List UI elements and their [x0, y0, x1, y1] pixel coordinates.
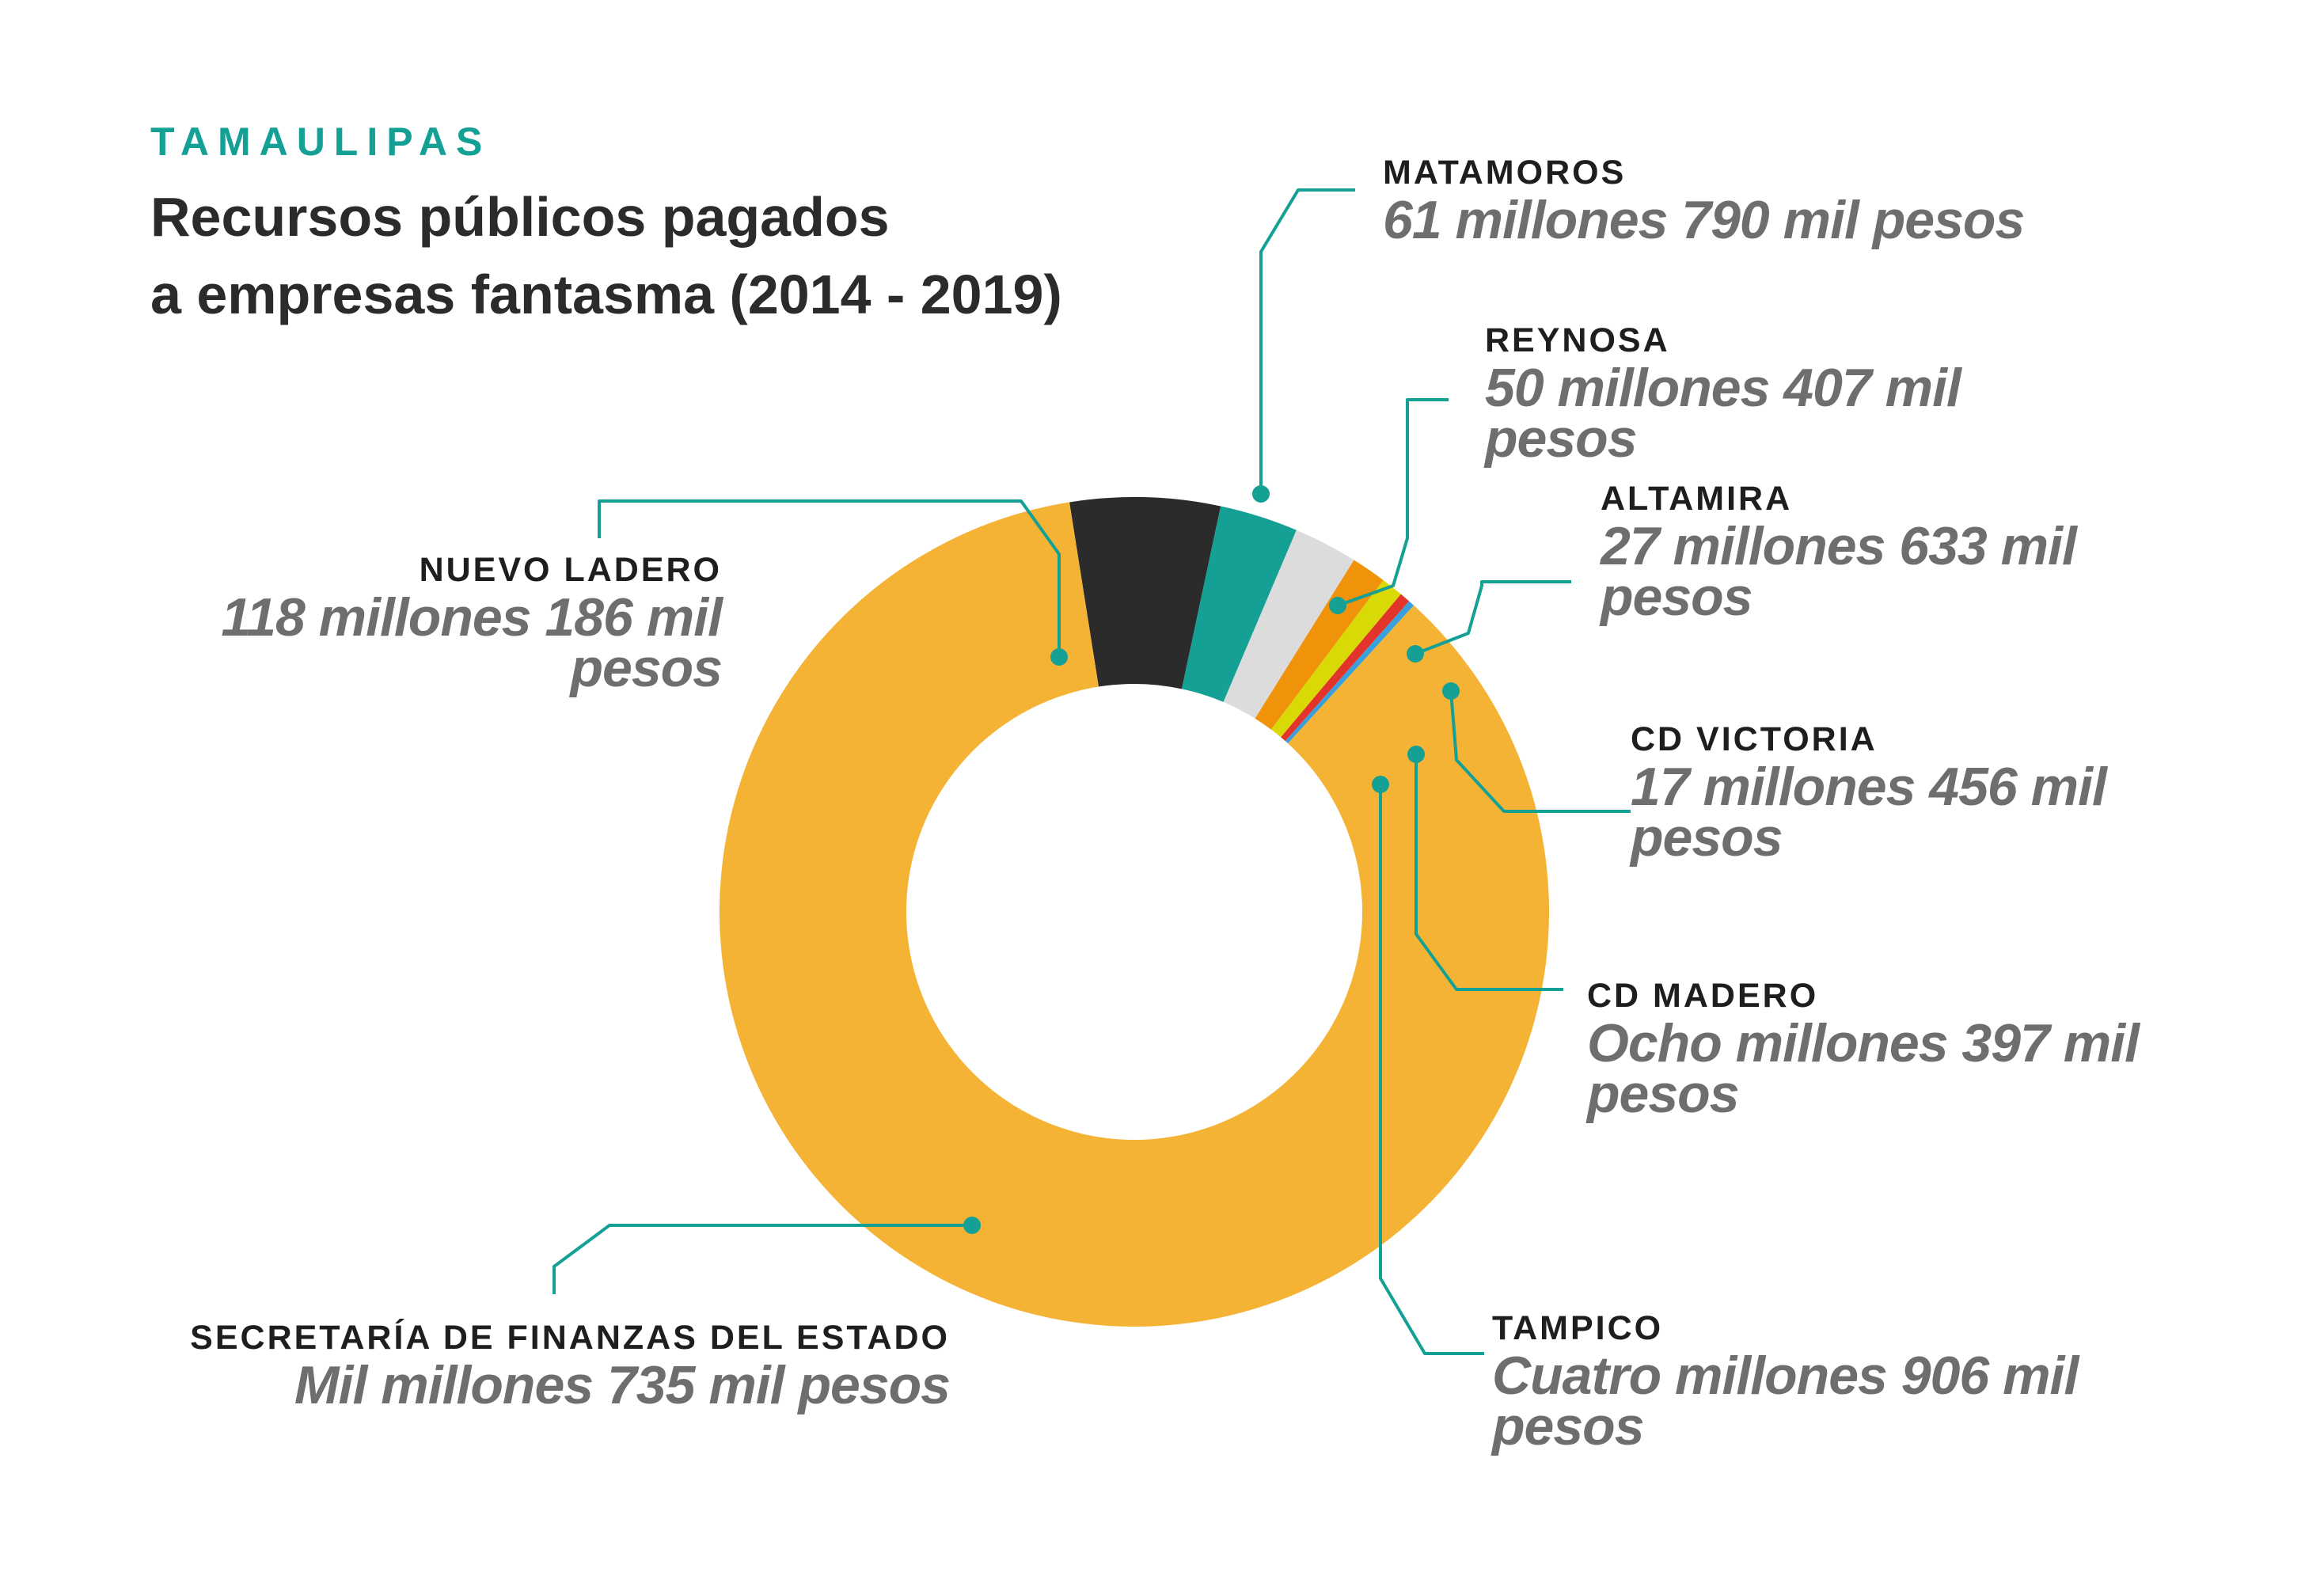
- chart-title-line-1: Recursos públicos pagados: [150, 186, 890, 248]
- slice-name: CD VICTORIA: [1631, 720, 1878, 758]
- slice-name: TAMPICO: [1492, 1309, 1664, 1347]
- leader-dot-altamira: [1407, 645, 1424, 663]
- slice-nuevo-ladero: [1069, 497, 1221, 689]
- leader-line-nuevo-ladero: [598, 499, 1061, 657]
- leader-line-altamira: [1415, 580, 1571, 655]
- label-cd-madero: CD MADERO Ocho millones 397 mil pesos: [1587, 974, 2140, 1124]
- leader-dot-matamoros: [1252, 485, 1270, 503]
- leader-line-reynosa: [1337, 398, 1449, 607]
- slice-value-label: Cuatro millones 906 mil: [1492, 1346, 2079, 1406]
- leader-line-tampico: [1379, 784, 1484, 1355]
- leader-line-cd-victoria: [1449, 690, 1631, 813]
- leader-line-secretaria-de-finanzas-del-estado: [553, 1224, 972, 1294]
- slice-tampico: [1285, 601, 1415, 744]
- leader-line-cd-madero: [1415, 754, 1563, 991]
- label-nuevo-ladero: NUEVO LADERO 118 millones 186 mil pesos: [150, 548, 723, 698]
- slice-value-label: pesos: [1601, 567, 1753, 627]
- slice-value-label: pesos: [1485, 408, 1638, 469]
- slice-cd-victoria: [1270, 579, 1401, 738]
- leader-dot-nuevo-ladero: [1050, 648, 1068, 666]
- slice-value-label: Mil millones 735 mil pesos: [294, 1355, 951, 1415]
- slice-altamira: [1255, 560, 1384, 730]
- slice-name: REYNOSA: [1485, 321, 1670, 359]
- slice-name: CD MADERO: [1587, 977, 1819, 1015]
- slice-value-label: 50 millones 407 mil: [1485, 358, 1961, 418]
- chart-title-line-2: a empresas fantasma (2014 - 2019): [150, 264, 1062, 325]
- slice-value-label: 118 millones 186 mil: [221, 587, 723, 647]
- leader-dot-reynosa: [1329, 597, 1346, 614]
- label-tampico: TAMPICO Cuatro millones 906 mil pesos: [1492, 1306, 2079, 1456]
- slice-value-label: pesos: [570, 638, 723, 698]
- slice-value-label: 27 millones 633 mil: [1601, 516, 2077, 576]
- label-altamira: ALTAMIRA 27 millones 633 mil pesos: [1601, 477, 2077, 627]
- chart-title: Recursos públicos pagados a empresas fan…: [150, 178, 1062, 333]
- slice-matamoros: [1181, 506, 1297, 702]
- slice-name: NUEVO LADERO: [419, 551, 722, 589]
- slice-name: ALTAMIRA: [1601, 480, 1793, 518]
- slice-value-label: 61 millones 790 mil pesos: [1383, 190, 2025, 250]
- region-kicker: TAMAULIPAS: [150, 120, 492, 164]
- slice-value-label: 17 millones 456 mil: [1631, 757, 2107, 817]
- slice-value-label: Ocho millones 397 mil: [1587, 1013, 2140, 1073]
- label-matamoros: MATAMOROS 61 millones 790 mil pesos: [1383, 150, 2025, 250]
- slice-secretaria-de-finanzas-del-estado: [719, 502, 1549, 1327]
- slice-cd-madero: [1281, 594, 1410, 742]
- slice-reynosa: [1223, 530, 1354, 719]
- leader-dot-tampico: [1372, 776, 1389, 793]
- leader-dot-secretaria-de-finanzas-del-estado: [963, 1217, 981, 1234]
- slice-value-label: pesos: [1587, 1064, 1740, 1124]
- leader-dot-cd-madero: [1407, 746, 1425, 763]
- slice-value-label: pesos: [1492, 1396, 1645, 1456]
- slice-value-label: pesos: [1631, 807, 1783, 868]
- slice-name: MATAMOROS: [1383, 154, 1627, 192]
- leader-line-matamoros: [1259, 188, 1355, 494]
- label-cd-victoria: CD VICTORIA 17 millones 456 mil pesos: [1631, 717, 2107, 868]
- label-secretaria-de-finanzas-del-estado: SECRETARÍA DE FINANZAS DEL ESTADO Mil mil…: [150, 1316, 951, 1415]
- slice-name: SECRETARÍA DE FINANZAS DEL ESTADO: [190, 1319, 950, 1357]
- leader-dot-cd-victoria: [1442, 682, 1460, 700]
- label-reynosa: REYNOSA 50 millones 407 mil pesos: [1485, 318, 1961, 469]
